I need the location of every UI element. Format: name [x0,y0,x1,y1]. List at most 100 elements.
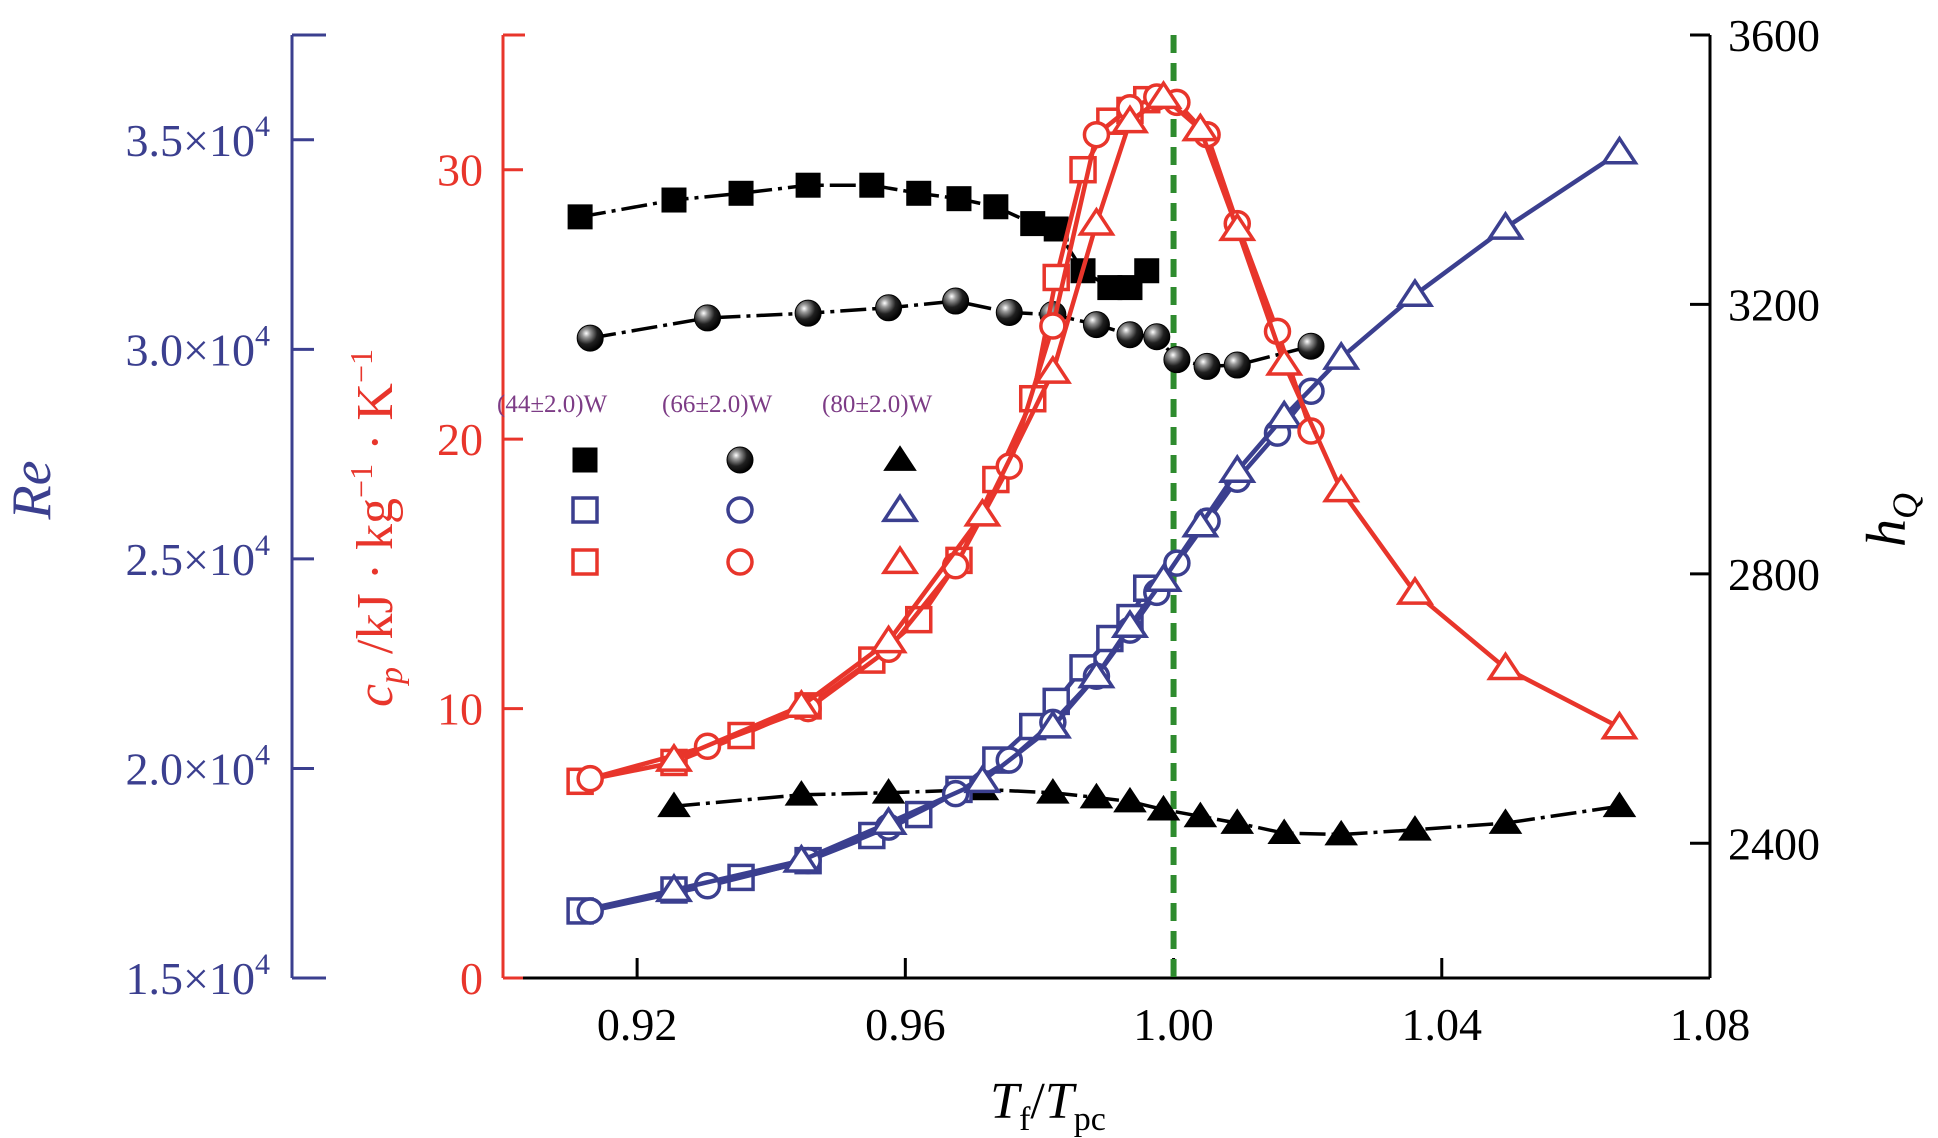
data-point [1163,346,1191,374]
data-point [1395,277,1435,307]
data-point [1146,794,1181,821]
data-point [694,304,722,332]
re-tick-label: 3.0×104 [126,319,270,375]
series-line [673,787,1620,837]
legend-marker [726,496,754,524]
re-axis-label: Re [1,460,63,520]
series-2 [576,287,1325,380]
data-point [1322,473,1361,503]
data-point [782,688,821,718]
data-point [782,843,821,873]
data-point [1110,104,1150,134]
data-point [1144,562,1183,592]
data-point [1143,323,1171,351]
cp-tick-label: 20 [437,414,483,465]
data-point [1116,321,1144,349]
data-point [1036,778,1070,804]
data-point [942,287,970,315]
data-point [567,204,593,230]
series-8 [576,83,1325,793]
data-point [1395,575,1435,605]
data-point [1079,782,1114,809]
re-tick-label: 2.0×104 [126,738,270,794]
data-point [1220,808,1255,834]
legend-marker [571,548,599,576]
legend-marker [726,548,754,576]
x-tick-label: 0.96 [865,999,946,1050]
data-point [1033,354,1072,384]
re-tick-label: 1.5×104 [126,948,270,1004]
series-4 [566,574,1161,925]
data-point [906,180,932,206]
x-tick-label: 1.04 [1402,999,1483,1050]
data-point [1113,786,1147,813]
x-axis-label: Tf/Tpc [990,1073,1106,1138]
data-point [1193,352,1221,380]
data-point [1600,710,1639,740]
data-point [869,805,908,836]
x-tick-label: 1.00 [1133,999,1214,1050]
data-point [576,764,604,793]
cp-tick-label: 30 [437,145,483,196]
data-point [1181,112,1220,142]
data-point [1602,791,1637,818]
data-point [1134,258,1160,284]
data-point [576,324,604,352]
data-point [794,299,822,327]
data-point [946,186,972,212]
data-point [1020,211,1046,237]
series-3 [657,774,1637,846]
data-point [1322,340,1361,370]
data-point [1297,332,1325,360]
hq-axis-label: hQ [1856,493,1925,547]
series-line [589,389,1313,914]
re-tick-label: 2.5×104 [126,529,270,585]
data-point [963,497,1002,527]
data-point [1486,210,1525,240]
x-tick-label: 0.92 [597,999,678,1050]
data-point [728,180,754,206]
data-point [654,873,694,903]
data-point [859,172,885,198]
data-point [784,780,819,806]
data-point [1265,399,1304,429]
re-tick-label: 3.5×104 [126,110,270,166]
data-point [1486,651,1525,681]
data-point [995,299,1023,327]
series-5 [576,377,1325,925]
legend-marker [572,447,598,473]
x-tick-label: 1.08 [1670,999,1751,1050]
data-point [869,624,908,654]
hq-tick-label: 2400 [1728,818,1820,869]
legend-label: (66±2.0)W [662,391,773,418]
data-point [661,187,687,213]
legend-marker [571,496,599,524]
legend-label: (44±2.0)W [497,391,608,418]
data-point [1488,808,1523,834]
legend-marker [880,545,920,575]
series-9 [654,79,1639,772]
data-point [1324,819,1358,846]
hq-tick-label: 2800 [1728,549,1820,600]
data-point [1082,311,1110,339]
data-point [1265,346,1304,376]
data-point [1218,212,1257,242]
cp-axis-label: cp /kJ · kg−1 · K−1 [343,349,410,707]
hq-tick-label: 3200 [1728,279,1820,330]
data-point [1077,659,1116,689]
data-point [983,194,1009,220]
data-point [875,294,903,322]
legend-marker [880,493,920,523]
legend-layer: (44±2.0)W (66±2.0)W (80±2.0)W [497,391,933,576]
data-point [657,791,691,818]
legend-marker [883,445,917,471]
cp-tick-label: 0 [460,953,483,1004]
data-point [1183,801,1218,828]
data-point [1398,815,1432,841]
data-point [1082,120,1111,149]
data-point [1223,351,1251,379]
data-point [576,897,604,925]
data-point [1181,508,1220,538]
series-layer [566,79,1639,925]
